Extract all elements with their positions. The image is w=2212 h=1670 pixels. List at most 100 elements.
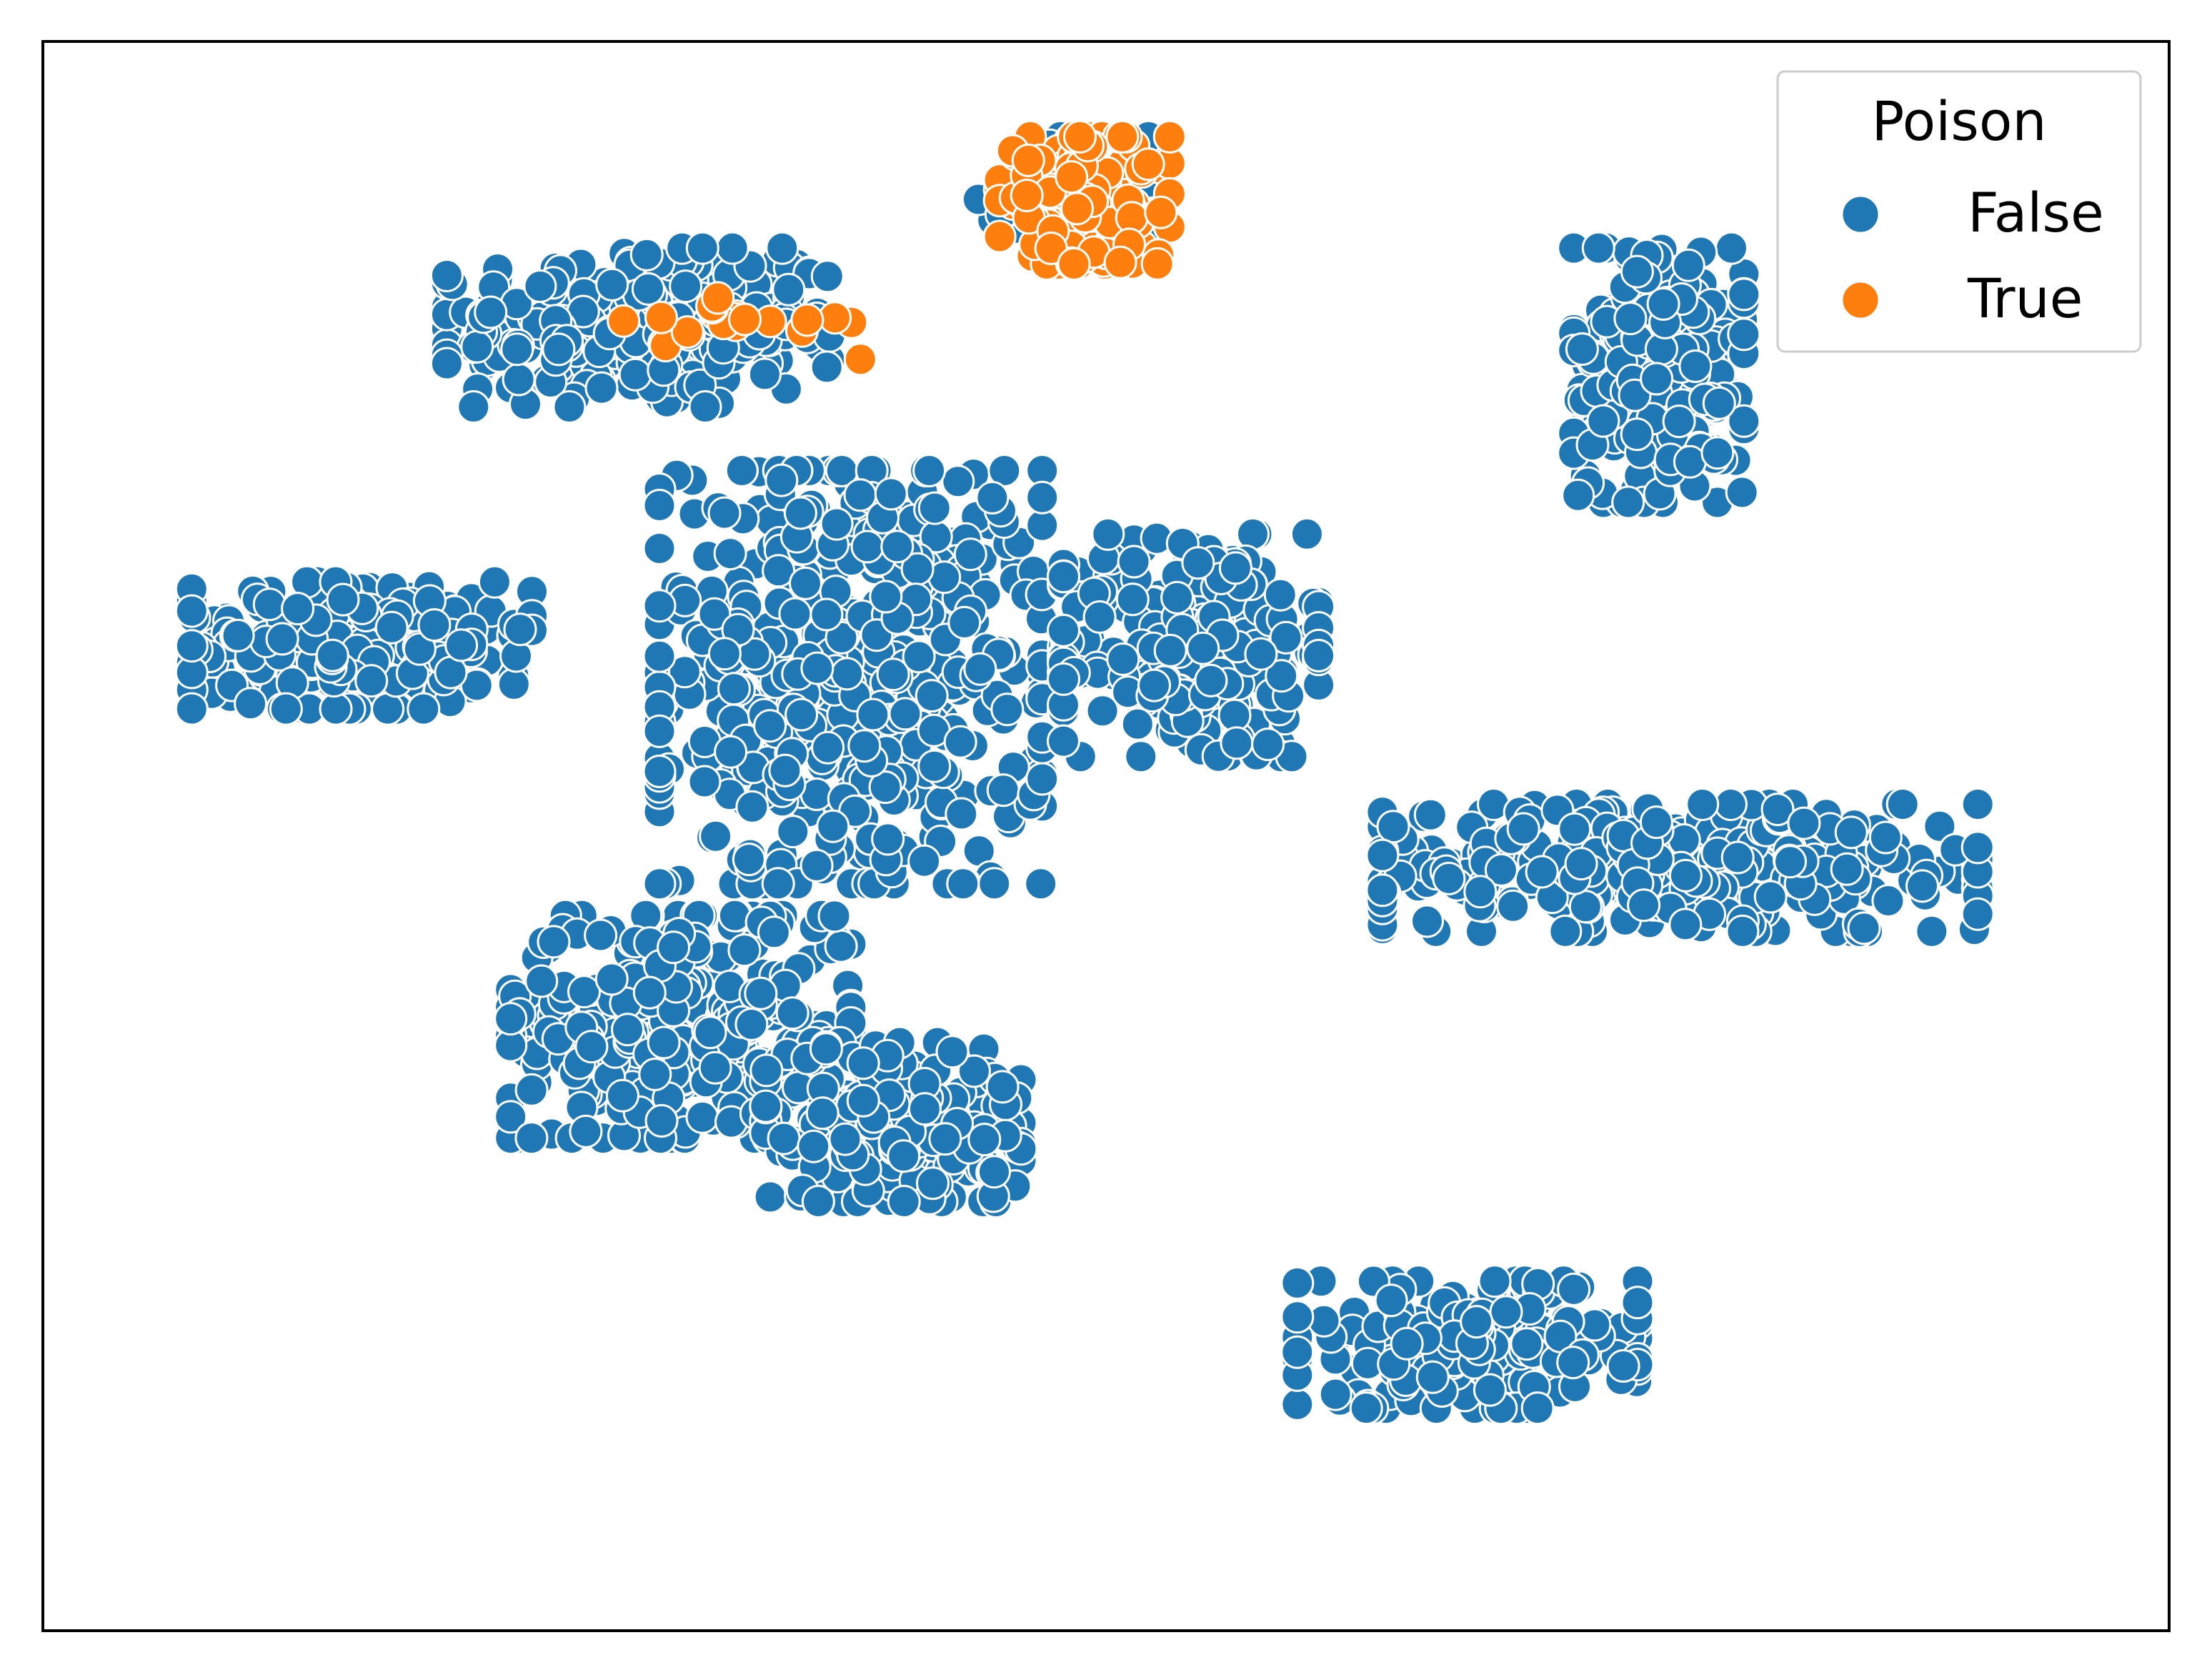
scatter-point-false [714,735,748,769]
scatter-point-false [1961,787,1995,821]
scatter-point-false [584,371,619,405]
scatter-point-false [687,765,722,799]
scatter-point-false [764,463,799,497]
scatter-point-false [1620,1286,1655,1320]
scatter-point-false [567,975,601,1009]
scatter-point-false [1639,805,1673,840]
scatter-point-false [1506,812,1540,846]
scatter-point-false [1646,287,1680,321]
scatter-point-false [715,231,749,265]
scatter-point-false [824,929,858,963]
scatter-point-true [1060,192,1094,226]
scatter-point-false [1581,231,1615,265]
legend-label-true: True [1967,267,2083,330]
scatter-point-false [1961,897,1995,931]
scatter-point-false [574,1030,609,1064]
scatter-point-false [1025,480,1060,515]
scatter-point-false [1868,820,1903,855]
scatter-point-true [1152,119,1187,154]
scatter-point-false [1047,662,1080,696]
scatter-point-false [907,844,942,878]
scatter-point-false [1263,577,1297,612]
scatter-point-false [234,687,268,721]
scatter-point-false [685,1100,719,1134]
scatter-point-false [1290,517,1324,551]
scatter-point-false [631,272,665,306]
scatter-point-false [1640,362,1674,396]
scatter-point-false [1115,582,1150,617]
scatter-point-false [935,1035,970,1069]
scatter-point-false [941,464,975,499]
scatter-point-false [977,1155,1011,1189]
scatter-point-false [1047,613,1080,647]
scatter-point-false [642,639,677,673]
scatter-point-true [1034,232,1068,265]
scatter-point-false [1557,1272,1591,1306]
scatter-point-false [1024,867,1058,901]
scatter-point-false [1432,861,1466,895]
scatter-point-false [915,679,949,713]
scatter-point-false [717,672,751,706]
scatter-point-false [990,692,1025,727]
scatter-point-false [1280,1387,1315,1421]
scatter-point-false [985,1070,1020,1104]
scatter-point-false [1244,637,1278,671]
scatter-point-false [1662,404,1696,439]
scatter-point-true [644,300,678,334]
scatter-point-false [1700,436,1735,470]
scatter-point-false [1773,845,1807,879]
scatter-point-false [761,867,795,901]
scatter-point-false [767,1121,801,1155]
scatter-point-true [790,303,824,337]
scatter-point-false [871,822,905,856]
scatter-point-false [869,580,903,614]
scatter-point-false [1124,740,1158,774]
scatter-point-false [1548,914,1583,948]
scatter-point-false [688,390,722,424]
scatter-point-false [1463,875,1498,909]
scatter-point-false [943,725,977,759]
scatter-point-false [1413,797,1448,832]
scatter-point-false [374,610,409,645]
scatter-point-false [776,815,810,849]
scatter-point-false [727,933,762,968]
scatter-point-false [917,749,952,783]
scatter-point-false [1365,838,1400,873]
scatter-point-false [417,608,452,642]
scatter-point-false [1091,517,1125,551]
scatter-point-false [784,697,819,732]
scatter-point-false [1564,847,1598,881]
scatter-point-false [584,918,618,953]
scatter-point-false [963,652,997,686]
scatter-point-false [707,637,742,671]
scatter-point-false [874,477,908,511]
scatter-point-false [669,269,703,304]
scatter-point-false [811,730,845,765]
scatter-point-false [326,582,360,617]
scatter-point-false [868,770,902,805]
scatter-point-false [1606,1349,1640,1383]
legend-box [1776,70,2142,353]
scatter-point-false [907,1092,942,1126]
scatter-point-false [749,1089,783,1123]
scatter-point-false [816,809,850,843]
scatter-point-false [1923,809,1957,843]
scatter-point-false [474,295,508,329]
scatter-point-false [797,1129,831,1163]
scatter-point-false [1280,1266,1315,1300]
scatter-point-false [1830,852,1864,886]
scatter-point-false [354,664,389,698]
scatter-point-false [1568,890,1603,924]
scatter-point-false [762,554,796,588]
scatter-point-false [497,667,531,701]
scatter-point-false [707,496,742,530]
scatter-point-false [876,657,910,692]
scatter-point-true [1055,160,1089,194]
scatter-point-false [772,272,806,307]
scatter-point-false [494,1002,528,1036]
scatter-point-false [1318,1377,1352,1411]
scatter-point-false [778,597,812,631]
scatter-point-false [1106,642,1140,676]
scatter-point-false [1685,787,1720,821]
scatter-point-false [371,692,405,726]
